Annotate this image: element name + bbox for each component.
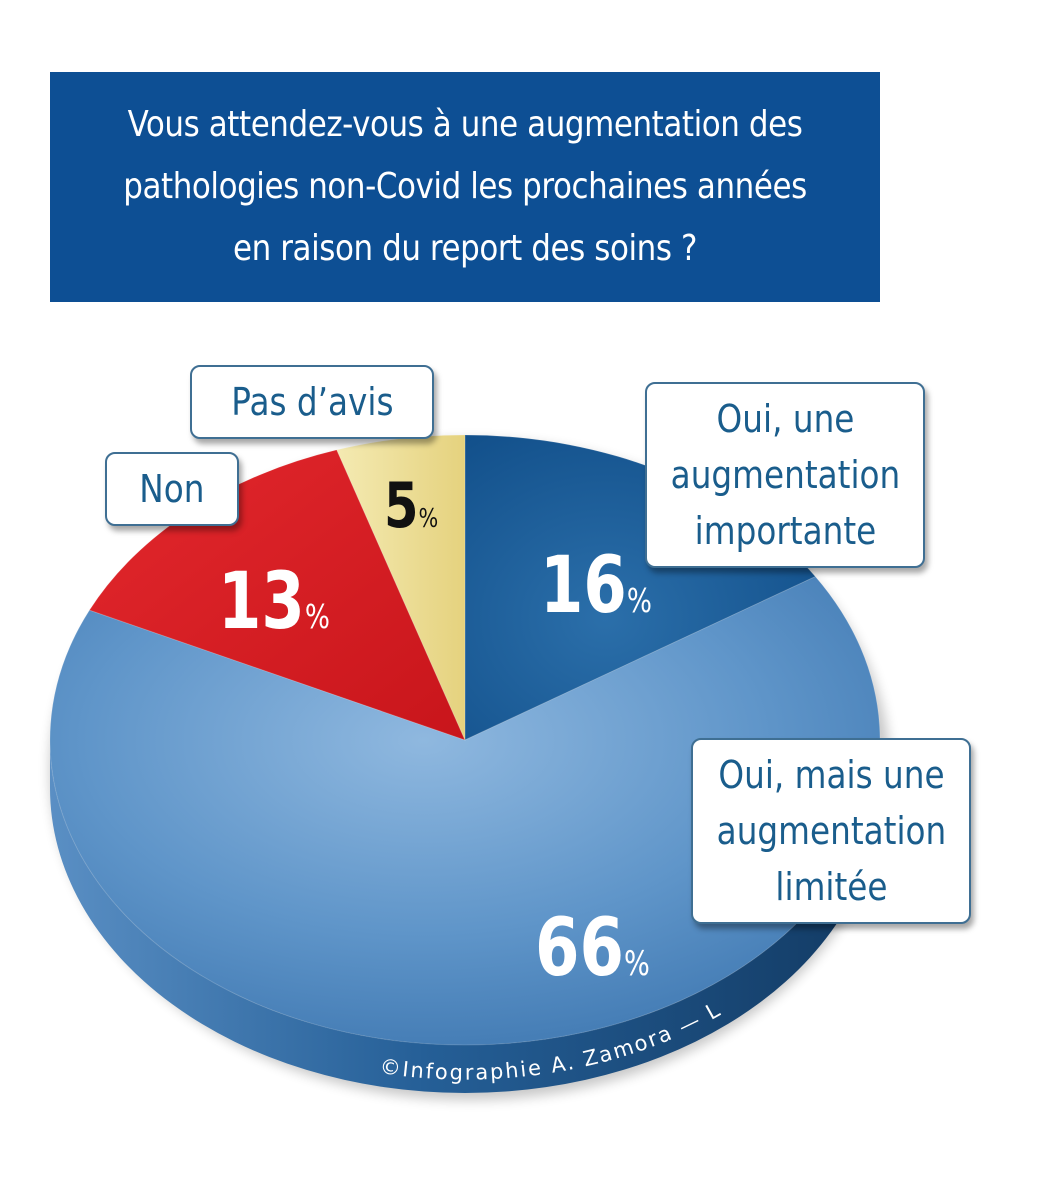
label-no-opinion: Pas d’avis bbox=[190, 365, 434, 439]
chart-title: Vous attendez-vous à une augmentation de… bbox=[123, 104, 807, 269]
percent-labels: 16%66%13%5% bbox=[218, 471, 652, 995]
label-important-increase: Oui, une augmentation importante bbox=[645, 382, 925, 568]
percent-symbol: % bbox=[627, 582, 652, 621]
label-no-opinion-text: Pas d’avis bbox=[230, 380, 394, 424]
pie-side bbox=[50, 740, 880, 1093]
percent-label-important: 16% bbox=[540, 539, 652, 631]
label-limited-increase-text: Oui, mais une augmentation limitée bbox=[716, 753, 946, 909]
percent-symbol: % bbox=[419, 503, 439, 534]
percent-value-no: 13 bbox=[218, 555, 305, 647]
percent-value-important: 16 bbox=[540, 539, 627, 631]
percent-label-no_opinion: 5% bbox=[384, 471, 438, 543]
label-no: Non bbox=[105, 452, 239, 526]
pie-rim bbox=[50, 740, 880, 1093]
percent-label-no: 13% bbox=[218, 555, 330, 647]
label-limited-increase: Oui, mais une augmentation limitée bbox=[691, 738, 971, 924]
label-important-increase-text: Oui, une augmentation importante bbox=[670, 397, 900, 553]
percent-symbol: % bbox=[305, 598, 330, 637]
label-no-text: Non bbox=[139, 467, 205, 511]
title-banner: Vous attendez-vous à une augmentation de… bbox=[50, 72, 880, 302]
percent-value-no_opinion: 5 bbox=[384, 471, 419, 543]
percent-label-limited: 66% bbox=[535, 902, 650, 995]
percent-value-limited: 66 bbox=[535, 902, 624, 995]
percent-symbol: % bbox=[624, 944, 650, 984]
